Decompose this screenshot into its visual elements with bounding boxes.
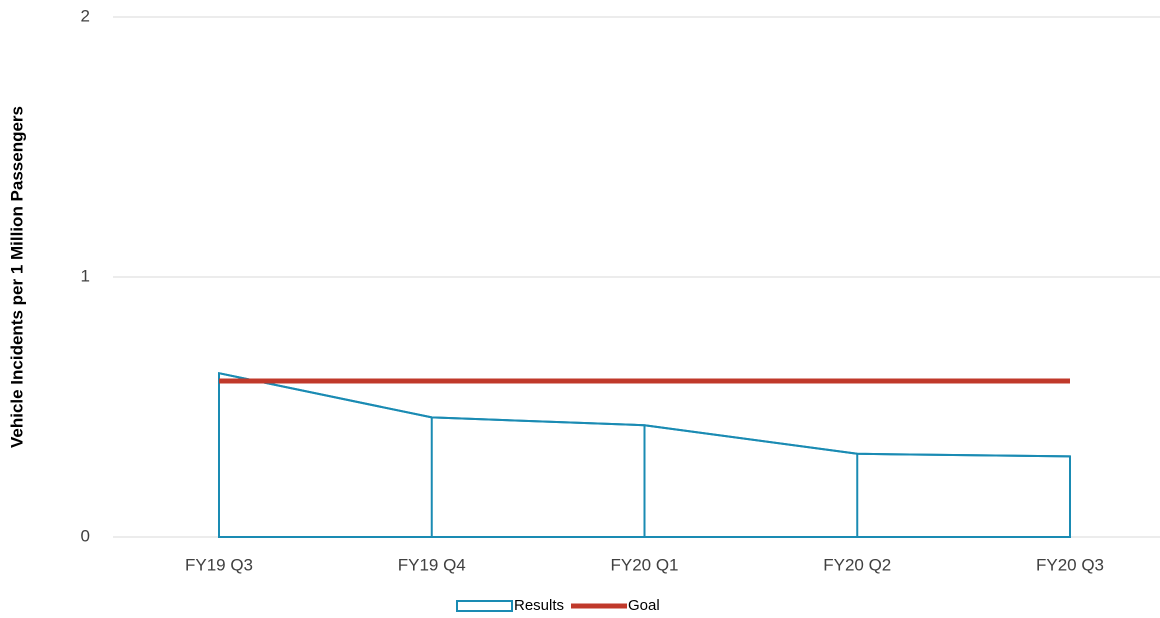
x-tick-label: FY19 Q3 <box>185 555 253 574</box>
y-axis-label: Vehicle Incidents per 1 Million Passenge… <box>7 106 26 448</box>
legend-label: Goal <box>628 597 660 614</box>
x-tick-label: FY20 Q3 <box>1036 555 1104 574</box>
legend-swatch <box>456 600 513 612</box>
y-tick-label: 0 <box>81 526 90 545</box>
area-line <box>218 372 1071 458</box>
x-tick-label: FY19 Q4 <box>398 555 466 574</box>
legend-label: Results <box>514 597 564 614</box>
y-tick-label: 1 <box>81 266 90 285</box>
y-tick-label: 2 <box>81 6 90 25</box>
x-tick-label: FY20 Q2 <box>823 555 891 574</box>
x-tick-label: FY20 Q1 <box>610 555 678 574</box>
